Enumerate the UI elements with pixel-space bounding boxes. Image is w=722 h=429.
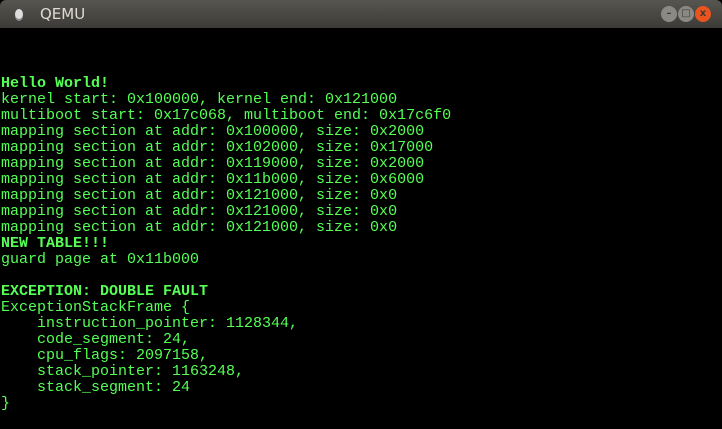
console-line: code_segment: 24, xyxy=(1,331,191,348)
console-line: mapping section at addr: 0x119000, size:… xyxy=(1,155,425,172)
console-line: multiboot start: 0x17c068, multiboot end… xyxy=(1,107,452,124)
console-line: NEW TABLE!!! xyxy=(1,235,110,252)
console-line: mapping section at addr: 0x102000, size:… xyxy=(1,139,434,156)
console-line: mapping section at addr: 0x121000, size:… xyxy=(1,203,398,220)
minimize-button[interactable]: – xyxy=(661,6,677,22)
console-line: stack_pointer: 1163248, xyxy=(1,363,245,380)
console-line: stack_segment: 24 xyxy=(1,379,191,396)
window-title: QEMU xyxy=(40,5,86,23)
console-line: mapping section at addr: 0x100000, size:… xyxy=(1,123,425,140)
console-line: Hello World! xyxy=(1,75,110,92)
console-line: mapping section at addr: 0x121000, size:… xyxy=(1,219,398,236)
console-line: mapping section at addr: 0x11b000, size:… xyxy=(1,171,425,188)
console-output: Hello World! kernel start: 0x100000, kern… xyxy=(1,76,451,412)
console-line: } xyxy=(1,395,11,412)
close-button[interactable]: x xyxy=(695,6,711,22)
vm-display[interactable]: Hello World! kernel start: 0x100000, kern… xyxy=(0,28,722,429)
console-line: EXCEPTION: DOUBLE FAULT xyxy=(1,283,209,300)
console-line: guard page at 0x11b000 xyxy=(1,251,200,268)
console-line: cpu_flags: 2097158, xyxy=(1,347,209,364)
qemu-app-icon xyxy=(15,9,23,19)
console-line: instruction_pointer: 1128344, xyxy=(1,315,299,332)
window-titlebar[interactable]: QEMU – □ x xyxy=(0,0,722,28)
console-line: ExceptionStackFrame { xyxy=(1,299,191,316)
maximize-button[interactable]: □ xyxy=(678,6,694,22)
console-line: mapping section at addr: 0x121000, size:… xyxy=(1,187,398,204)
console-line xyxy=(1,268,451,284)
console-line: kernel start: 0x100000, kernel end: 0x12… xyxy=(1,91,398,108)
